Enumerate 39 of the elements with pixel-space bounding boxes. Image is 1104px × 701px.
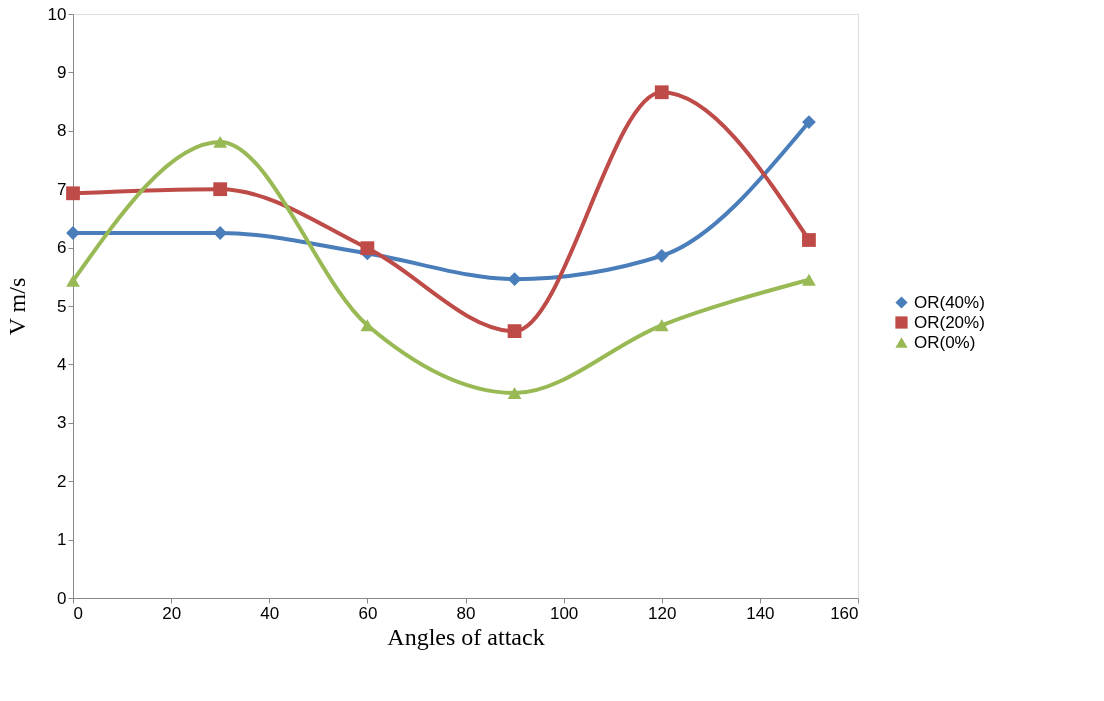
x-tick-label: 100 <box>549 603 579 623</box>
point <box>213 182 228 197</box>
x-tick-label: 60 <box>358 603 378 623</box>
y-tick-label: 7 <box>57 179 67 199</box>
legend-label: OR(40%) <box>914 292 985 312</box>
y-tick-label: 4 <box>57 354 67 374</box>
point <box>654 85 669 100</box>
x-tick-label: 80 <box>456 603 476 623</box>
point <box>507 324 522 338</box>
point <box>654 319 669 332</box>
x-tick-label: 120 <box>648 603 677 623</box>
legend-label: OR(0%) <box>914 332 976 352</box>
point <box>213 135 228 148</box>
point <box>66 274 80 287</box>
y-tick-label: 2 <box>57 471 67 491</box>
y-tick-label: 1 <box>57 530 67 550</box>
y-tick-label: 9 <box>57 62 67 82</box>
point <box>802 233 816 247</box>
y-axis-title: V m/s <box>3 277 30 336</box>
x-axis-title: Angles of attack <box>387 623 545 650</box>
y-tick-label: 3 <box>57 413 67 433</box>
y-tick-label: 6 <box>57 238 67 258</box>
point <box>66 186 80 201</box>
point <box>507 272 522 287</box>
y-tick-label: 5 <box>57 296 67 316</box>
x-tick-label: 0 <box>73 603 83 623</box>
x-tick-label: 20 <box>162 603 182 623</box>
point <box>360 241 375 256</box>
y-tick-label: 0 <box>57 588 67 608</box>
legend-label: OR(20%) <box>914 312 985 332</box>
point <box>802 273 816 286</box>
x-tick-label: 140 <box>746 603 775 623</box>
point <box>507 387 522 399</box>
y-tick-label: 8 <box>57 121 67 141</box>
point <box>654 248 669 263</box>
x-tick-label: 160 <box>830 603 859 623</box>
x-tick-label: 40 <box>260 603 280 623</box>
point <box>213 226 228 240</box>
y-tick-label: 10 <box>47 4 67 24</box>
